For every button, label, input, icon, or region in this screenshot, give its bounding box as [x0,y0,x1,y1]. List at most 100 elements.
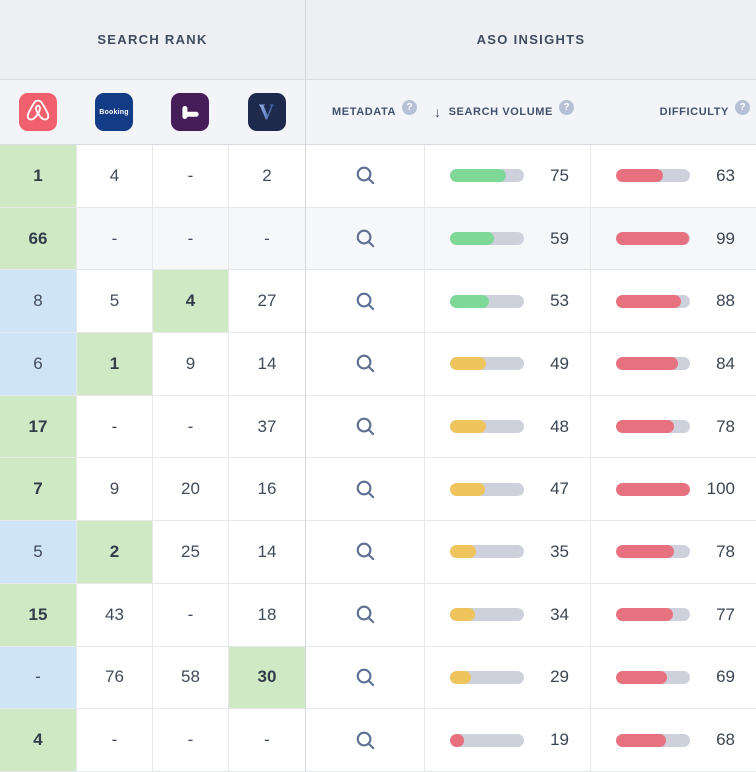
booking-app-icon[interactable]: Booking [95,93,133,131]
airbnb-belo-icon [26,99,50,121]
rank-cell: 4 [76,145,152,208]
rank-cell: 9 [152,333,228,396]
rank-cell: 16 [228,458,305,522]
search-volume-cell: 48 [424,395,590,459]
metadata-help-icon[interactable]: ? [402,99,418,115]
search-volume-cell: 49 [424,333,590,396]
search-rank-title: SEARCH RANK [97,32,208,47]
difficulty-value: 88 [716,291,735,311]
difficulty-help-icon[interactable]: ? [735,99,750,115]
metadata-search-button[interactable] [350,286,381,317]
bar-fill [450,482,485,496]
bar-fill [616,420,674,434]
search-volume-help-icon[interactable]: ? [558,99,574,115]
metadata-search-button[interactable] [350,662,381,693]
difficulty-cell: 99 [590,207,756,271]
bar-fill [450,357,487,371]
metadata-label: METADATA [332,106,397,118]
search-volume-bar [450,670,524,684]
search-volume-cell: 59 [424,207,590,271]
aso-insights-title: ASO INSIGHTS [476,32,586,47]
search-volume-cell: 34 [424,583,590,647]
app-column-v[interactable]: V [228,80,305,145]
bar-fill [450,545,476,559]
metadata-column-header: METADATA ? [305,80,424,145]
metadata-search-button[interactable] [350,160,381,191]
difficulty-cell: 84 [590,333,756,396]
rank-cell: 15 [0,583,76,647]
bar-fill [616,608,673,622]
search-volume-bar [450,232,524,246]
difficulty-value: 63 [716,165,735,185]
metadata-cell [305,207,424,271]
search-volume-value: 19 [550,730,569,750]
rank-cell: 27 [228,270,305,334]
magnifier-icon [356,543,374,561]
difficulty-cell: 78 [590,395,756,459]
metadata-search-button[interactable] [350,725,381,756]
bar-fill [450,670,472,684]
search-volume-column-header[interactable]: ↓ SEARCH VOLUME ? [424,80,590,145]
rank-cell: 1 [76,333,152,396]
difficulty-cell: 63 [590,145,756,208]
difficulty-bar [616,482,690,496]
metadata-search-button[interactable] [350,474,381,505]
search-volume-cell: 53 [424,270,590,334]
magnifier-icon [356,480,374,499]
metadata-search-button[interactable] [350,223,381,254]
search-volume-bar [450,482,524,496]
airbnb-app-icon[interactable] [19,93,57,131]
rank-cell: 2 [76,521,152,584]
rank-cell: 43 [76,583,152,647]
search-volume-cell: 75 [424,145,590,208]
difficulty-bar [616,169,690,183]
rank-cell: - [228,709,305,772]
metadata-search-button[interactable] [350,348,381,379]
search-volume-cell: 47 [424,458,590,522]
metadata-cell [305,145,424,208]
rank-cell: 66 [0,207,76,271]
metadata-cell [305,521,424,584]
hoteltonight-app-icon[interactable] [171,93,209,131]
rank-cell: 6 [0,333,76,396]
sort-descending-icon[interactable]: ↓ [434,104,442,120]
metadata-cell [305,270,424,334]
rank-cell: 8 [0,270,76,334]
search-volume-bar [450,294,524,308]
bar-fill [450,294,490,308]
bar-fill [616,670,668,684]
search-volume-value: 59 [550,228,569,248]
search-volume-value: 35 [550,541,569,561]
rank-cell: 2 [228,145,305,208]
metadata-search-button[interactable] [350,536,381,567]
rank-cell: 14 [228,333,305,396]
difficulty-cell: 78 [590,521,756,584]
search-volume-value: 29 [550,667,569,687]
search-volume-bar [450,169,524,183]
bar-fill [616,545,674,559]
bar-fill [616,232,690,246]
search-volume-cell: 29 [424,646,590,710]
search-rank-section-header: SEARCH RANK [0,0,305,80]
search-volume-bar [450,420,524,434]
v-logo-letter: V [258,99,275,124]
magnifier-icon [356,292,374,310]
metadata-cell [305,583,424,647]
app-column-airbnb[interactable] [0,80,76,145]
difficulty-bar [616,294,690,308]
metadata-search-button[interactable] [350,411,381,442]
magnifier-icon [356,229,374,248]
metadata-search-button[interactable] [350,599,381,630]
rank-cell: - [152,583,228,647]
magnifier-icon [356,731,374,749]
v-app-icon[interactable]: V [247,93,286,131]
search-volume-value: 53 [550,291,569,311]
search-volume-bar [450,608,524,622]
rank-cell: 9 [76,458,152,522]
search-volume-value: 34 [550,604,569,624]
rank-cell: 4 [0,709,76,772]
app-column-hoteltonight[interactable] [152,80,228,145]
rank-cell: 17 [0,395,76,459]
difficulty-cell: 77 [590,583,756,647]
app-column-booking[interactable]: Booking [76,80,152,145]
